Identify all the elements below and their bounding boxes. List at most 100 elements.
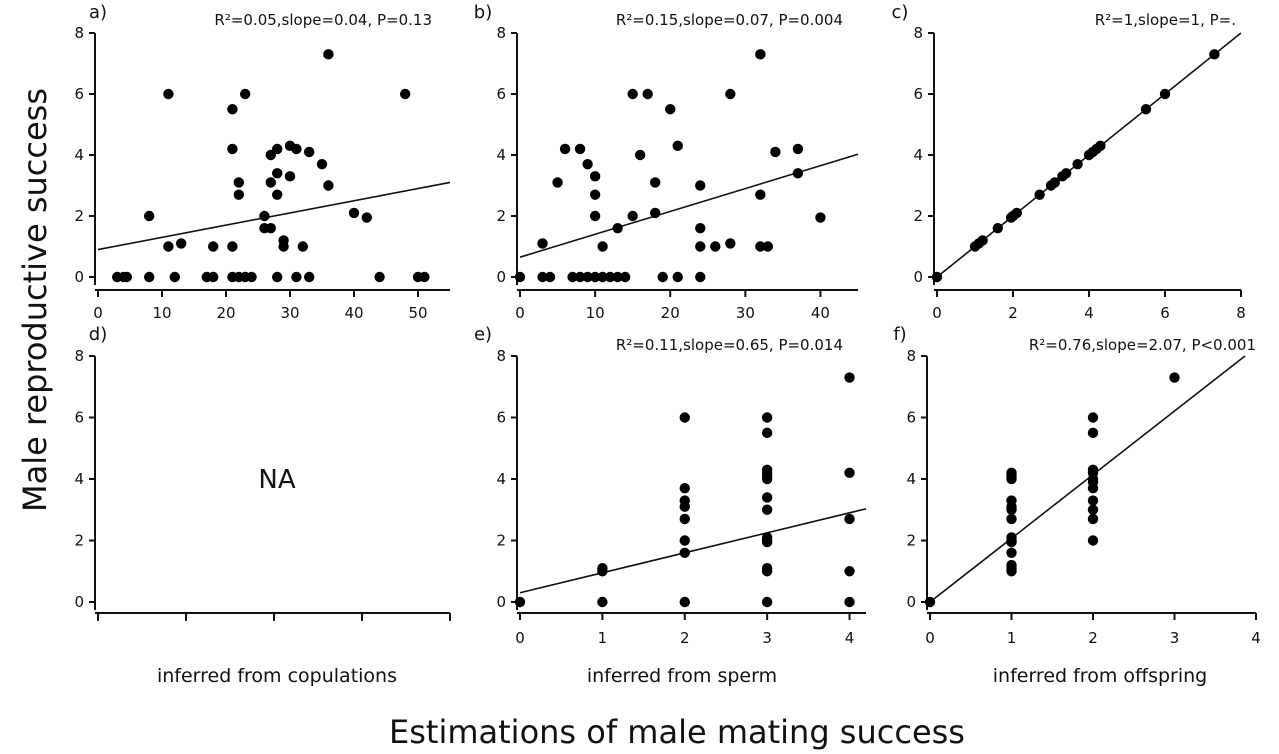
data-point — [1087, 535, 1099, 546]
data-point — [1087, 495, 1099, 506]
data-point — [761, 532, 773, 543]
x-axis-title: Estimations of male mating success — [389, 713, 965, 751]
data-point — [582, 271, 593, 283]
data-point — [725, 88, 736, 100]
panel-label: d) — [89, 324, 107, 345]
x-tick-label: 50 — [408, 304, 427, 322]
data-point — [1087, 504, 1099, 515]
data-point — [761, 504, 773, 515]
y-tick-label: 2 — [913, 207, 923, 225]
data-point — [291, 143, 302, 155]
panel-1: 0 2 4 6 8 a) 0 10 20 30 40 50 R²=0.05,slope=0.04, P=… — [74, 2, 451, 322]
data-point — [1011, 207, 1022, 219]
data-point — [227, 241, 238, 252]
x-tick-label: 4 — [845, 629, 855, 647]
data-point — [755, 241, 766, 252]
y-tick-label: 2 — [74, 532, 84, 550]
y-tick-label: 6 — [906, 409, 916, 427]
x-tick-label: 4 — [1251, 629, 1261, 647]
data-point — [323, 180, 334, 191]
y-tick-label: 0 — [496, 593, 506, 611]
panel-label: b) — [474, 2, 492, 23]
data-point — [316, 158, 328, 170]
data-point — [844, 596, 855, 608]
data-point — [931, 271, 943, 283]
data-point — [1159, 88, 1171, 100]
panel-6: 0 2 4 6 8f) 0 1 2 3 4 R²=0.76,slope=2.07, P<0.001 — [893, 324, 1260, 647]
data-point — [574, 271, 586, 283]
data-point — [844, 566, 855, 577]
data-point — [514, 596, 526, 608]
data-point — [374, 271, 385, 283]
data-point — [361, 212, 372, 223]
y-tick-label: 0 — [74, 593, 84, 611]
data-point — [144, 271, 155, 283]
x-tick-label: 3 — [762, 629, 772, 647]
data-point — [144, 210, 155, 222]
data-point — [792, 168, 804, 179]
data-point — [1049, 177, 1061, 188]
data-point — [627, 88, 638, 100]
panel-4: 0 2 4 6 8 d) NA — [74, 324, 451, 621]
data-point — [240, 88, 251, 100]
x-tick-label: 40 — [811, 304, 830, 322]
data-point — [755, 49, 766, 60]
data-point — [695, 271, 706, 283]
column-label-offspring: inferred from offspring — [993, 665, 1207, 687]
data-point — [597, 562, 608, 574]
data-point — [304, 271, 315, 283]
data-point — [1209, 49, 1220, 60]
data-point — [815, 212, 826, 223]
x-tick-label: 20 — [661, 304, 680, 322]
data-point — [265, 223, 276, 234]
data-point — [679, 412, 690, 423]
data-point — [297, 241, 308, 252]
y-tick-label: 8 — [906, 347, 916, 365]
data-point — [710, 241, 721, 252]
y-tick-label: 4 — [913, 146, 923, 164]
data-point — [792, 143, 804, 155]
x-tick-label: 3 — [1170, 629, 1180, 647]
data-point — [604, 271, 616, 283]
data-point — [924, 596, 936, 608]
y-tick-label: 6 — [74, 85, 84, 103]
panel-label: f) — [893, 324, 906, 345]
data-point — [163, 88, 174, 100]
data-point — [761, 492, 773, 503]
data-point — [227, 143, 238, 155]
data-point — [672, 271, 683, 283]
data-point — [163, 241, 174, 252]
data-point — [291, 271, 302, 283]
y-tick-label: 6 — [496, 85, 506, 103]
y-tick-label: 0 — [913, 268, 923, 286]
data-point — [1006, 467, 1017, 479]
data-point — [597, 271, 608, 283]
x-tick-label: 10 — [586, 304, 605, 322]
data-point — [665, 104, 676, 115]
data-point — [1006, 559, 1017, 571]
data-point — [121, 271, 132, 283]
data-point — [612, 223, 623, 234]
data-point — [208, 271, 219, 283]
data-point — [1087, 427, 1099, 439]
data-point — [1006, 513, 1017, 525]
trend-line — [929, 355, 1246, 603]
x-tick-label: 30 — [736, 304, 755, 322]
y-tick-label: 6 — [913, 85, 923, 103]
na-label: NA — [258, 465, 295, 495]
data-point — [761, 562, 773, 574]
data-point — [1072, 158, 1083, 170]
data-point — [537, 238, 548, 249]
data-point — [1061, 168, 1072, 179]
x-tick-label: 2 — [1088, 629, 1098, 647]
panel-label: e) — [474, 324, 492, 345]
data-point — [762, 241, 774, 252]
x-tick-label: 8 — [1236, 304, 1246, 322]
stats-annotation: R²=0.76,slope=2.07, P<0.001 — [1029, 336, 1256, 354]
data-point — [1087, 464, 1099, 475]
data-point — [844, 467, 855, 479]
data-point — [634, 149, 646, 161]
data-point — [272, 168, 283, 179]
